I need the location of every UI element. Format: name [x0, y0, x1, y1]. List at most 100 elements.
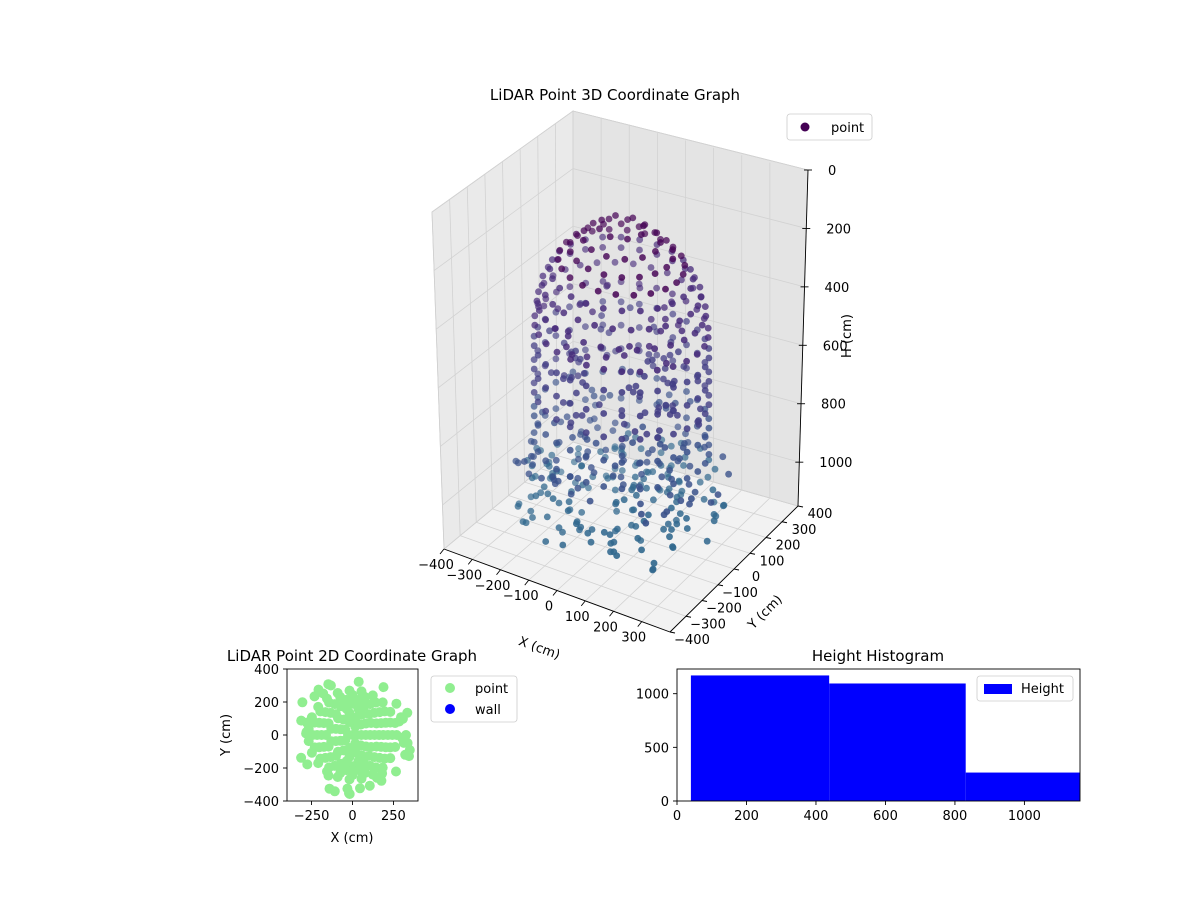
- point-3d: [572, 411, 580, 419]
- point-3d: [575, 445, 582, 452]
- histogram-bars: [690, 675, 1080, 801]
- x-tick-3d: [609, 610, 614, 617]
- point-3d: [525, 470, 533, 478]
- point-3d: [661, 304, 668, 311]
- point-3d: [629, 439, 636, 446]
- point-3d: [611, 445, 619, 452]
- point-3d: [597, 343, 605, 351]
- point-3d: [654, 484, 661, 491]
- point-3d: [545, 463, 553, 470]
- legend-2d: point wall: [430, 675, 518, 723]
- point-3d: [617, 394, 625, 402]
- point-3d: [567, 356, 574, 363]
- grid-yw-100: [519, 148, 526, 483]
- point-3d: [656, 440, 664, 448]
- point-3d: [566, 274, 574, 282]
- point-3d: [635, 300, 643, 308]
- point-3d: [552, 456, 560, 464]
- point-3d: [676, 510, 684, 517]
- point-2d: [325, 680, 336, 691]
- point-2d: [390, 742, 401, 752]
- point-3d: [673, 520, 681, 528]
- y-tick-label-2d: 400: [254, 663, 279, 678]
- point-3d: [611, 486, 619, 494]
- point-3d: [680, 462, 687, 469]
- point-3d: [705, 415, 713, 422]
- point-3d: [540, 302, 548, 310]
- grid-z-1000: [442, 398, 800, 506]
- point-3d: [563, 343, 570, 351]
- point-3d: [534, 421, 542, 429]
- point-3d: [701, 460, 709, 467]
- point-3d: [655, 398, 663, 406]
- point-3d: [600, 528, 608, 536]
- point-3d: [687, 310, 695, 318]
- point-3d: [614, 525, 621, 533]
- point-3d: [650, 559, 658, 567]
- point-3d: [573, 520, 580, 528]
- point-3d: [566, 446, 574, 454]
- x-tick-label-histogram: 800: [943, 809, 968, 824]
- point-3d: [618, 435, 626, 443]
- point-3d: [606, 233, 614, 241]
- y-tick-3d: [701, 600, 708, 602]
- point-3d: [705, 391, 713, 399]
- point-3d: [625, 384, 633, 392]
- point-3d: [710, 511, 718, 518]
- point-3d: [635, 324, 643, 331]
- point-3d: [618, 442, 626, 450]
- point-2d: [313, 701, 324, 712]
- point-3d: [542, 316, 549, 324]
- point-3d: [624, 235, 631, 243]
- point-3d: [532, 492, 540, 500]
- grid-y-400: [572, 441, 799, 507]
- point-3d: [680, 336, 688, 344]
- point-2d: [296, 752, 307, 763]
- point-3d: [666, 351, 674, 359]
- point-2d: [377, 768, 388, 779]
- point-3d: [612, 498, 620, 506]
- point-3d: [660, 525, 667, 533]
- point-3d: [636, 246, 643, 254]
- point-3d: [680, 363, 688, 370]
- point-3d: [704, 473, 712, 481]
- point-3d: [580, 370, 588, 377]
- x-tick-3d: [439, 548, 445, 555]
- point-2d: [306, 747, 317, 758]
- point-3d: [553, 369, 560, 377]
- point-3d: [582, 300, 590, 307]
- point-3d: [636, 389, 644, 397]
- point-3d: [670, 377, 678, 385]
- point-3d: [686, 462, 694, 470]
- point-3d: [669, 290, 676, 298]
- point-3d: [615, 346, 623, 353]
- point-3d: [683, 425, 691, 433]
- x-tick-label-histogram: 0: [673, 809, 681, 824]
- point-3d: [647, 264, 655, 271]
- point-3d: [530, 402, 538, 410]
- point-3d: [647, 315, 655, 323]
- point-3d: [606, 391, 614, 399]
- point-3d: [591, 321, 598, 329]
- point-3d: [670, 480, 677, 488]
- point-3d: [627, 326, 635, 334]
- y-tick-label-3d: −400: [674, 633, 710, 648]
- point-3d: [535, 331, 543, 339]
- point-3d: [583, 361, 590, 369]
- y-tick-label-3d: 200: [776, 539, 801, 554]
- point-3d: [530, 412, 538, 420]
- z-axis-label-3d: H (cm): [840, 314, 855, 358]
- point-3d: [645, 351, 653, 358]
- point-3d: [645, 325, 653, 333]
- point-2d: [385, 753, 396, 764]
- legend-3d: point: [786, 113, 873, 141]
- legend-3d-label: point: [831, 121, 864, 136]
- point-3d: [596, 225, 603, 233]
- y-axis-label-2d: Y (cm): [219, 714, 234, 757]
- point-3d: [514, 502, 522, 510]
- point-2d: [301, 728, 312, 739]
- point-3d: [627, 368, 634, 376]
- point-3d: [661, 444, 669, 451]
- point-3d: [603, 282, 611, 290]
- point-3d: [566, 303, 573, 311]
